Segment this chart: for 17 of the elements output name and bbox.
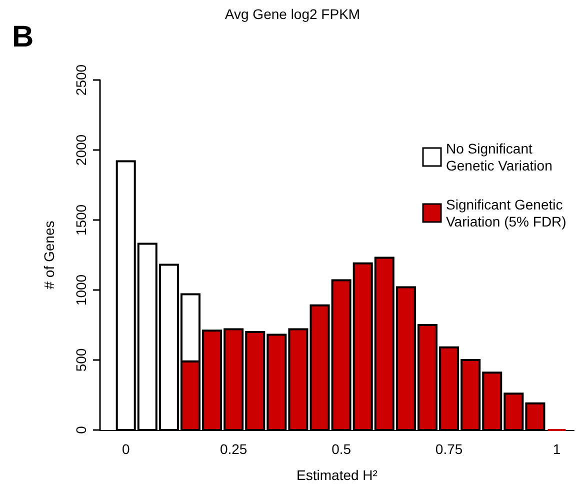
y-tick-label: 1000	[73, 274, 89, 306]
y-tick-label: 2500	[73, 64, 89, 96]
text: B	[12, 20, 34, 54]
y-axis-title: # of Genes	[41, 220, 57, 290]
legend-label: Significant Genetic Variation (5% FDR)	[446, 196, 567, 230]
chart-title: Avg Gene log2 FPKM	[224, 6, 360, 22]
x-tick-label: 0.5	[332, 441, 352, 457]
y-tick-label: 1500	[73, 204, 89, 236]
x-tick-label: 1	[552, 441, 561, 457]
x-tick-label: 0.25	[220, 441, 248, 457]
legend-label: No Significant Genetic Variation	[446, 140, 552, 174]
y-tick-label: 2000	[73, 134, 89, 166]
y-tick-label: 500	[73, 348, 89, 372]
x-tick-label: 0	[122, 441, 130, 457]
x-axis-title: Estimated H²	[296, 467, 378, 483]
x-tick-label: 0.75	[435, 441, 463, 457]
y-tick-label: 0	[73, 426, 89, 434]
